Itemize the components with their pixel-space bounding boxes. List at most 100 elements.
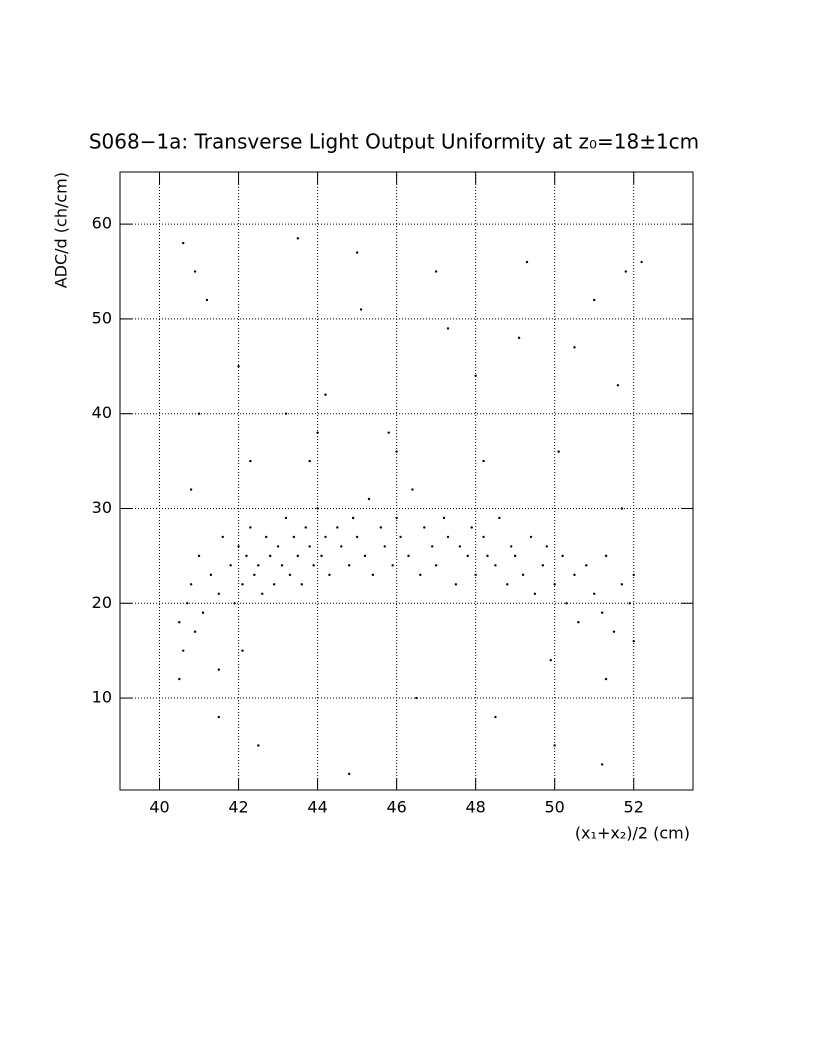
point xyxy=(324,393,327,396)
point xyxy=(300,583,303,586)
point xyxy=(434,270,438,273)
point xyxy=(379,526,383,529)
point xyxy=(363,554,367,558)
point xyxy=(237,365,240,368)
point xyxy=(391,564,394,567)
point xyxy=(292,535,296,539)
point xyxy=(367,497,371,501)
point xyxy=(573,573,576,577)
point xyxy=(577,621,580,624)
point xyxy=(513,554,517,558)
point xyxy=(217,715,220,719)
point xyxy=(474,573,477,577)
point xyxy=(280,564,284,567)
point xyxy=(517,336,521,340)
point xyxy=(604,554,608,558)
point xyxy=(399,535,402,539)
point xyxy=(510,545,513,548)
point xyxy=(182,241,185,245)
y-tick-label: 60 xyxy=(92,214,112,233)
point xyxy=(585,564,588,567)
point xyxy=(545,545,548,548)
point xyxy=(233,602,236,605)
point xyxy=(600,611,604,614)
point xyxy=(355,535,359,539)
point xyxy=(494,715,497,719)
point xyxy=(221,535,224,539)
y-tick-label: 50 xyxy=(92,308,112,327)
point xyxy=(624,270,628,273)
point xyxy=(197,554,201,558)
x-tick-label: 52 xyxy=(624,798,644,817)
point xyxy=(593,592,596,595)
chart-title: S068−1a: Transverse Light Output Uniform… xyxy=(89,130,699,154)
x-tick-label: 44 xyxy=(307,798,327,817)
point xyxy=(253,573,256,577)
point xyxy=(193,630,197,633)
point xyxy=(182,649,185,652)
x-tick-label: 42 xyxy=(228,798,248,817)
point xyxy=(395,450,398,453)
point xyxy=(506,583,509,586)
point xyxy=(632,573,635,577)
point xyxy=(351,516,355,520)
point xyxy=(482,459,485,463)
point xyxy=(229,564,232,567)
point xyxy=(348,772,351,776)
point xyxy=(612,630,616,633)
point xyxy=(189,488,193,491)
point xyxy=(600,763,604,766)
point xyxy=(573,346,576,349)
x-tick-label: 50 xyxy=(545,798,565,817)
point xyxy=(324,535,327,539)
point xyxy=(371,573,375,577)
point xyxy=(533,592,537,595)
point xyxy=(434,564,438,567)
point xyxy=(205,298,209,302)
point xyxy=(632,639,635,643)
point xyxy=(316,507,319,510)
point xyxy=(217,592,220,595)
point xyxy=(288,573,292,577)
point xyxy=(561,554,564,558)
y-tick-label: 30 xyxy=(92,498,112,517)
point xyxy=(640,260,643,264)
x-tick-label: 46 xyxy=(386,798,406,817)
point xyxy=(328,573,331,577)
point xyxy=(482,535,485,539)
point xyxy=(383,545,386,548)
point xyxy=(257,564,260,567)
x-axis-label: (x₁+x₂)/2 (cm) xyxy=(575,824,690,843)
point xyxy=(178,677,181,681)
point xyxy=(257,744,260,747)
point xyxy=(474,374,477,377)
point xyxy=(628,602,631,605)
point xyxy=(415,696,418,700)
point xyxy=(304,526,307,529)
point xyxy=(419,573,422,577)
point xyxy=(336,526,339,529)
point xyxy=(348,564,351,567)
point xyxy=(565,602,568,605)
point xyxy=(272,583,276,586)
point xyxy=(529,535,533,539)
point xyxy=(241,649,244,652)
point xyxy=(407,554,410,558)
point xyxy=(521,573,525,577)
point xyxy=(340,545,343,548)
point xyxy=(359,308,363,311)
point xyxy=(237,545,240,548)
y-tick-label: 40 xyxy=(92,403,112,422)
point xyxy=(553,744,556,747)
point xyxy=(296,237,300,240)
point xyxy=(284,412,288,415)
point xyxy=(197,412,201,415)
point xyxy=(209,573,213,577)
point xyxy=(442,516,446,520)
y-axis-label: ADC/d (ch/cm) xyxy=(52,172,71,288)
point xyxy=(316,431,319,434)
point xyxy=(312,564,315,567)
point xyxy=(387,431,390,434)
point xyxy=(458,545,462,548)
